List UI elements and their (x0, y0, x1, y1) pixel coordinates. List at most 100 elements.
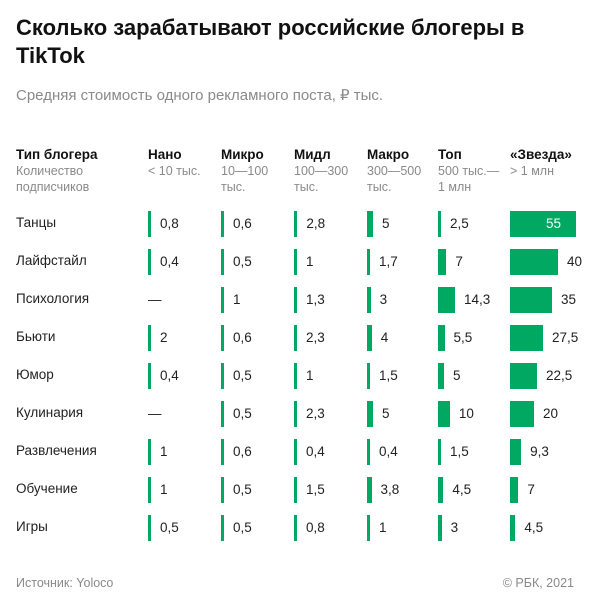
value-label: 1 (306, 254, 314, 269)
value-label: 2,3 (306, 406, 325, 421)
value-bar (438, 401, 450, 427)
value-bar (367, 515, 370, 541)
value-label: 0,5 (233, 406, 252, 421)
value-bar (221, 211, 224, 237)
value-bar (294, 515, 297, 541)
value-label: 20 (543, 406, 559, 421)
value-bar (221, 287, 224, 313)
column-header: «Звезда» > 1 млн (510, 146, 572, 179)
value-bar (221, 249, 224, 275)
value-bar (510, 211, 576, 237)
value-bar (510, 401, 534, 427)
value-label: 2 (160, 330, 168, 345)
row-label: Обучение (16, 481, 78, 496)
column-header-name: «Звезда» (510, 147, 572, 162)
value-bar (438, 515, 442, 541)
value-bar (148, 515, 151, 541)
value-label: 0,6 (233, 330, 252, 345)
row-label: Лайфстайл (16, 253, 87, 268)
value-label: 1,3 (306, 292, 325, 307)
value-label: 7 (455, 254, 463, 269)
value-label: 7 (527, 482, 535, 497)
value-bar (367, 325, 372, 351)
value-label: 0,5 (160, 520, 179, 535)
column-header-subscribers: 500 тыс.— 1 млн (438, 164, 500, 194)
value-label: — (148, 406, 162, 421)
value-label: 0,8 (306, 520, 325, 535)
value-bar (221, 477, 224, 503)
value-label: 2,8 (306, 216, 326, 231)
value-label: 0,5 (233, 482, 252, 497)
value-bar (221, 515, 224, 541)
column-header: Макро 300—500 тыс. (367, 146, 421, 195)
value-label: 0,5 (233, 254, 252, 269)
chart-subtitle: Средняя стоимость одного рекламного пост… (16, 87, 384, 104)
value-label: 1 (306, 368, 314, 383)
value-bar (438, 477, 444, 503)
value-label: 35 (561, 292, 577, 307)
value-label: 9,3 (530, 444, 549, 459)
value-label: 0,4 (306, 444, 325, 459)
value-label: 1 (379, 520, 387, 535)
value-bar (510, 249, 558, 275)
value-label: 4,5 (452, 482, 472, 497)
value-bar (510, 477, 519, 503)
row-label: Психология (16, 291, 90, 306)
value-label: 1 (233, 292, 241, 307)
value-label: 4,5 (524, 520, 544, 535)
value-bar (510, 439, 522, 465)
column-header-name: Мидл (294, 147, 331, 162)
row-label: Юмор (16, 367, 54, 382)
value-bar (294, 249, 297, 275)
row-label: Развлечения (16, 443, 97, 458)
value-bar (438, 211, 441, 237)
header-label: Тип блогера (16, 147, 98, 162)
chart-title: Сколько зарабатывают российские блогеры … (16, 15, 525, 68)
value-bar (148, 439, 151, 465)
value-label: 55 (546, 216, 562, 231)
source-note: Источник: Yoloco (16, 576, 114, 590)
value-label: 27,5 (552, 330, 579, 345)
value-label: 40 (567, 254, 583, 269)
value-bar (367, 401, 373, 427)
column-header-name: Топ (438, 147, 462, 162)
value-bar (367, 477, 372, 503)
value-label: 0,4 (160, 254, 179, 269)
value-label: 4 (380, 330, 389, 345)
value-bar (294, 211, 298, 237)
row-label: Игры (16, 519, 48, 534)
value-bar (221, 439, 224, 465)
value-label: 1,5 (306, 482, 325, 497)
value-bar (510, 325, 543, 351)
value-label: 10 (458, 406, 474, 421)
copyright: © РБК, 2021 (502, 576, 574, 590)
value-label: 0,6 (233, 444, 252, 459)
value-bar (438, 439, 441, 465)
column-header-subscribers: 100—300 тыс. (294, 164, 349, 194)
value-bar (221, 325, 224, 351)
value-label: 5 (381, 216, 390, 231)
value-bar (510, 363, 537, 389)
column-header-subscribers: < 10 тыс. (148, 164, 201, 178)
column-header-name: Микро (221, 147, 264, 162)
value-bar (367, 249, 370, 275)
value-bar (367, 363, 370, 389)
value-label: 2,5 (450, 216, 469, 231)
column-header: Топ 500 тыс.— 1 млн (438, 146, 499, 195)
value-bar (510, 515, 516, 541)
column-header: Мидл 100—300 тыс. (294, 146, 348, 195)
column-header: Микро 10—100 тыс. (221, 146, 268, 195)
value-label: 1 (160, 482, 168, 497)
value-label: 3 (379, 292, 388, 307)
value-bar (294, 401, 297, 427)
value-label: 0,8 (160, 216, 179, 231)
value-bar (294, 439, 297, 465)
column-header-name: Макро (367, 147, 410, 162)
value-bar (438, 325, 445, 351)
value-label: 1,5 (379, 368, 398, 383)
value-bar (438, 287, 455, 313)
value-label: 1,5 (450, 444, 469, 459)
value-label: 1,7 (379, 254, 398, 269)
column-header: Нано < 10 тыс. (148, 146, 201, 179)
value-bar (367, 287, 371, 313)
